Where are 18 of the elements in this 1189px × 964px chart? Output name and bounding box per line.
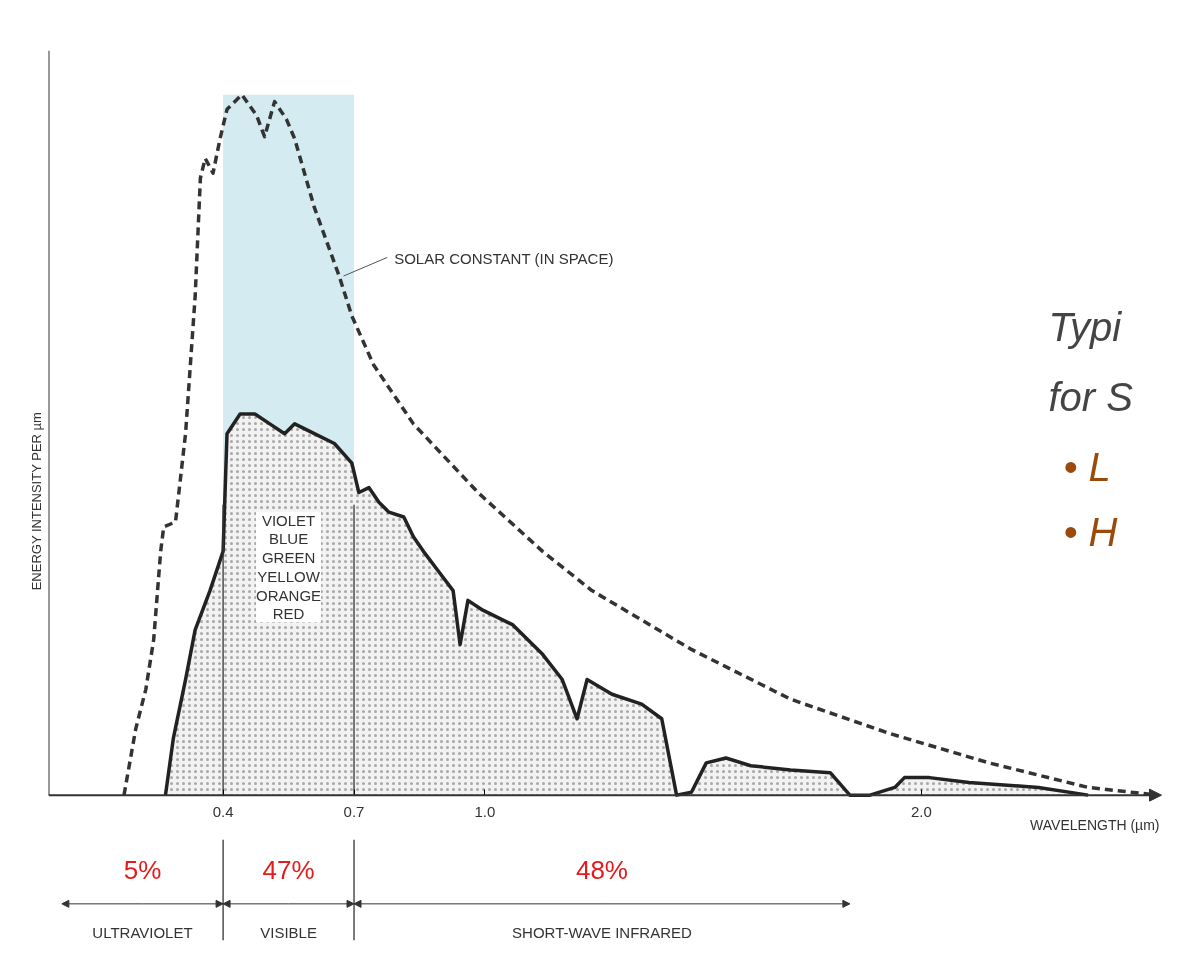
x-tick-label: 0.4: [212, 803, 234, 821]
annotation: for S: [1048, 374, 1134, 419]
text: SOLAR CONSTANT (IN SPACE): [394, 249, 614, 267]
x-tick-label: 1.0: [474, 803, 496, 821]
text: 48%: [575, 854, 628, 885]
annotation: • H: [1063, 509, 1118, 554]
text: VISIBLE: [260, 924, 317, 942]
annotation: • L: [1063, 444, 1111, 489]
text: SHORT-WAVE INFRARED: [512, 924, 692, 942]
band-label: VIOLET BLUE GREEN YELLOW ORANGE RED: [256, 511, 322, 623]
x-tick-label: 0.7: [343, 803, 365, 821]
text: 5%: [123, 854, 162, 885]
text: ULTRAVIOLET: [92, 924, 193, 942]
annotation: Typi: [1048, 304, 1123, 349]
x-tick-label: 2.0: [911, 803, 932, 821]
text: 47%: [262, 854, 315, 885]
y-axis-title: ENERGY INTENSITY PER µm: [28, 412, 44, 591]
x-axis-title: WAVELENGTH (µm): [1030, 817, 1160, 834]
